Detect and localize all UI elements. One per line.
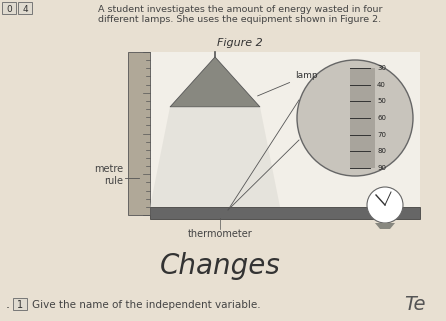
Bar bbox=[18, 2, 32, 14]
Text: 90: 90 bbox=[377, 165, 386, 171]
Polygon shape bbox=[375, 223, 395, 229]
Bar bbox=[13, 298, 27, 310]
Bar bbox=[150, 207, 420, 219]
Bar bbox=[350, 68, 375, 168]
Circle shape bbox=[297, 60, 413, 176]
Text: Give the name of the independent variable.: Give the name of the independent variabl… bbox=[32, 300, 260, 310]
Text: 0: 0 bbox=[6, 4, 12, 13]
Text: 60: 60 bbox=[377, 115, 386, 121]
Text: 50: 50 bbox=[377, 98, 386, 104]
Text: Te: Te bbox=[404, 296, 426, 315]
Text: 40: 40 bbox=[377, 82, 386, 88]
Text: 1: 1 bbox=[17, 300, 23, 310]
Text: Changes: Changes bbox=[160, 252, 281, 280]
Text: .: . bbox=[6, 299, 10, 311]
Text: 4: 4 bbox=[22, 4, 28, 13]
Text: metre
rule: metre rule bbox=[94, 164, 123, 186]
Text: 70: 70 bbox=[377, 132, 386, 138]
Text: lamp: lamp bbox=[257, 71, 318, 96]
Bar bbox=[2, 2, 16, 14]
Bar bbox=[128, 52, 150, 215]
Text: Figure 2: Figure 2 bbox=[217, 38, 263, 48]
Text: 30: 30 bbox=[377, 65, 386, 71]
Text: thermometer: thermometer bbox=[188, 229, 252, 239]
Circle shape bbox=[367, 187, 403, 223]
Text: 80: 80 bbox=[377, 148, 386, 154]
Bar bbox=[150, 52, 420, 207]
Polygon shape bbox=[170, 57, 260, 107]
Polygon shape bbox=[150, 107, 280, 207]
Text: A student investigates the amount of energy wasted in four
different lamps. She : A student investigates the amount of ene… bbox=[98, 5, 382, 24]
